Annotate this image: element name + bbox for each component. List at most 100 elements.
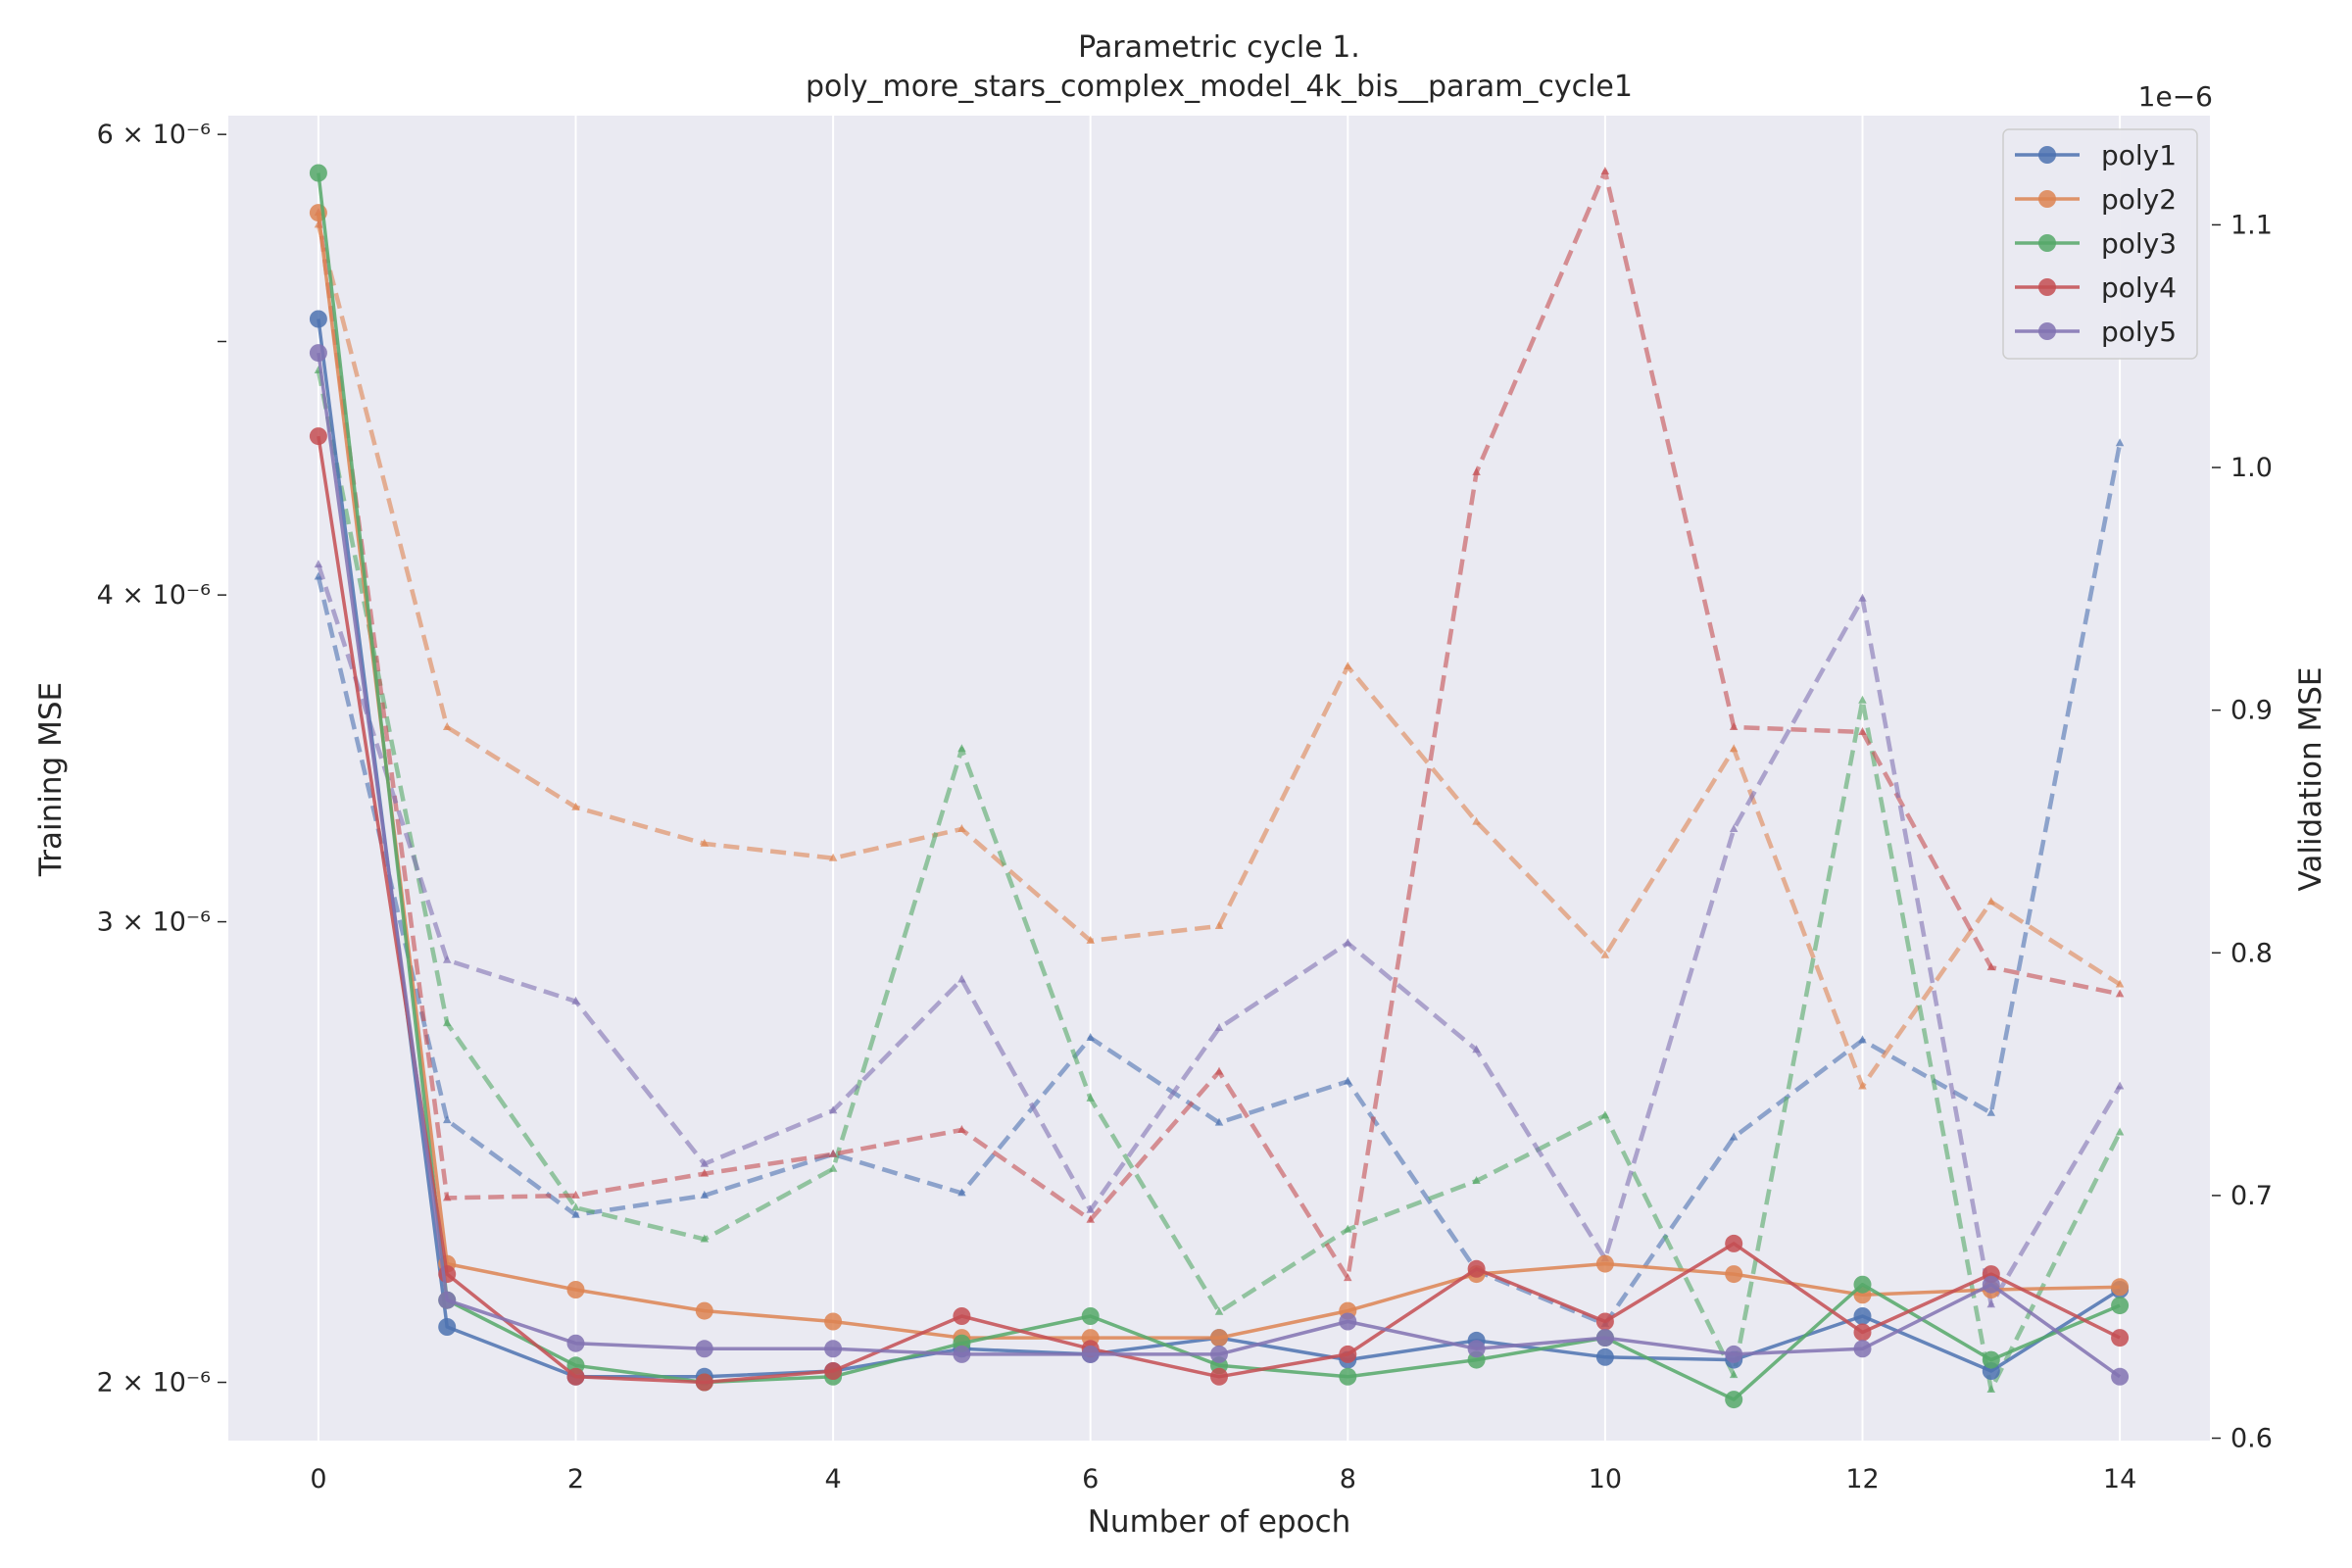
validation-point-poly4: [2115, 989, 2125, 998]
training-point-poly5: [824, 1340, 843, 1358]
training-point-poly5: [695, 1340, 713, 1358]
training-point-poly5: [953, 1345, 971, 1363]
validation-point-poly3: [571, 1202, 580, 1211]
validation-point-poly2: [1729, 744, 1739, 753]
training-point-poly2: [2111, 1278, 2130, 1297]
training-point-poly3: [1725, 1391, 1743, 1409]
validation-point-poly3: [443, 1018, 452, 1027]
x-tick-label: 0: [310, 1464, 326, 1494]
validation-point-poly5: [700, 1158, 710, 1167]
validation-point-poly2: [1344, 662, 1352, 670]
y-left-tick-label: 3 × 10⁻⁶: [97, 907, 211, 938]
training-point-poly1: [1853, 1307, 1872, 1325]
training-point-poly5: [1081, 1345, 1100, 1363]
validation-point-poly3: [1344, 1224, 1352, 1233]
training-point-poly3: [1081, 1307, 1100, 1325]
validation-point-poly4: [828, 1149, 838, 1157]
y-right-tick-label: 0.6: [2230, 1424, 2273, 1454]
y-right-tick-label: 0.8: [2230, 938, 2273, 968]
legend-label-poly2: poly2: [2101, 183, 2177, 216]
validation-point-poly2: [1086, 935, 1095, 944]
y-right-tick-label: 0.7: [2230, 1181, 2273, 1211]
validation-point-poly1: [1086, 1033, 1095, 1041]
validation-line-poly3: [316, 369, 2123, 1393]
validation-point-poly4: [443, 1193, 452, 1201]
validation-point-poly5: [1729, 824, 1739, 832]
validation-point-poly3: [1086, 1093, 1095, 1102]
training-point-poly3: [1339, 1367, 1357, 1386]
chart-title: Parametric cycle 1.: [1078, 30, 1360, 65]
x-tick-label: 8: [1340, 1464, 1356, 1494]
validation-line-poly5: [316, 564, 2123, 1307]
validation-point-poly2: [1472, 816, 1481, 825]
validation-point-poly1: [1344, 1076, 1352, 1085]
validation-point-poly3: [1858, 695, 1867, 704]
legend-frame: [2002, 128, 2198, 360]
training-point-poly2: [824, 1312, 843, 1331]
x-tick-labels: 0 2 4 6 8 10 12 14: [310, 1464, 2136, 1494]
validation-point-poly5: [1472, 1045, 1481, 1054]
validation-point-poly5: [957, 974, 966, 983]
legend-label-poly3: poly3: [2101, 227, 2177, 260]
training-point-poly4: [1853, 1323, 1872, 1342]
training-point-poly3: [1982, 1350, 2000, 1369]
validation-point-poly4: [1600, 167, 1610, 174]
training-point-poly2: [1725, 1265, 1743, 1284]
training-point-poly5: [1339, 1312, 1357, 1331]
training-point-poly5: [438, 1291, 457, 1309]
x-axis-label: Number of epoch: [1088, 1504, 1351, 1540]
training-point-poly3: [1853, 1275, 1872, 1294]
validation-point-poly1: [1986, 1107, 1995, 1116]
training-point-poly5: [1853, 1340, 1872, 1358]
y-right-tick-label: 1.0: [2230, 453, 2273, 483]
training-point-poly5: [1725, 1345, 1743, 1363]
y-right-tick-label: 0.9: [2230, 696, 2273, 726]
validation-point-poly4: [1986, 962, 1995, 971]
validation-point-poly1: [1858, 1035, 1867, 1044]
training-point-poly2: [566, 1281, 585, 1298]
x-tick-label: 10: [1589, 1464, 1622, 1494]
training-point-poly4: [1339, 1345, 1357, 1363]
validation-point-poly1: [2115, 438, 2125, 447]
training-point-poly4: [438, 1265, 457, 1284]
legend-label-poly5: poly5: [2101, 316, 2177, 348]
validation-point-poly4: [1729, 722, 1739, 730]
validation-point-poly2: [700, 838, 710, 847]
validation-point-poly1: [700, 1190, 710, 1199]
training-point-poly5: [1210, 1345, 1228, 1363]
legend-marker-poly4: [2038, 278, 2056, 296]
training-point-poly4: [2111, 1329, 2130, 1348]
y-left-tick-label: 6 × 10⁻⁶: [97, 120, 211, 150]
training-point-poly4: [695, 1373, 713, 1392]
validation-point-poly2: [957, 824, 966, 832]
training-point-poly5: [2111, 1367, 2130, 1386]
training-point-poly4: [1595, 1312, 1614, 1331]
validation-point-poly3: [2115, 1127, 2125, 1136]
training-point-poly4: [824, 1362, 843, 1380]
validation-point-poly5: [1858, 593, 1867, 602]
legend: poly1 poly2 poly3 poly4 poly5: [2002, 128, 2198, 360]
validation-point-poly5: [1214, 1023, 1224, 1031]
validation-point-poly5: [443, 955, 452, 963]
training-point-poly4: [953, 1307, 971, 1325]
validation-point-poly2: [443, 722, 452, 730]
validation-point-poly1: [571, 1209, 580, 1218]
validation-point-poly2: [828, 853, 838, 861]
validation-point-poly4: [700, 1168, 710, 1177]
legend-label-poly4: poly4: [2101, 271, 2177, 304]
validation-point-poly4: [571, 1190, 580, 1199]
training-point-poly4: [566, 1367, 585, 1386]
training-point-poly5: [566, 1334, 585, 1352]
validation-point-poly1: [443, 1115, 452, 1124]
validation-point-poly4: [1086, 1214, 1095, 1223]
validation-point-poly5: [1086, 1204, 1095, 1213]
y-right-tick-labels: 0.6 0.7 0.8 0.9 1.0 1.1: [2212, 210, 2273, 1454]
training-point-poly3: [2111, 1297, 2130, 1315]
validation-point-poly3: [1600, 1110, 1610, 1119]
validation-point-poly3: [828, 1163, 838, 1172]
training-point-poly1: [438, 1318, 457, 1336]
validation-point-poly5: [1986, 1299, 1995, 1308]
x-tick-label: 12: [1845, 1464, 1879, 1494]
legend-label-poly1: poly1: [2101, 139, 2177, 172]
legend-marker-poly5: [2038, 322, 2056, 340]
